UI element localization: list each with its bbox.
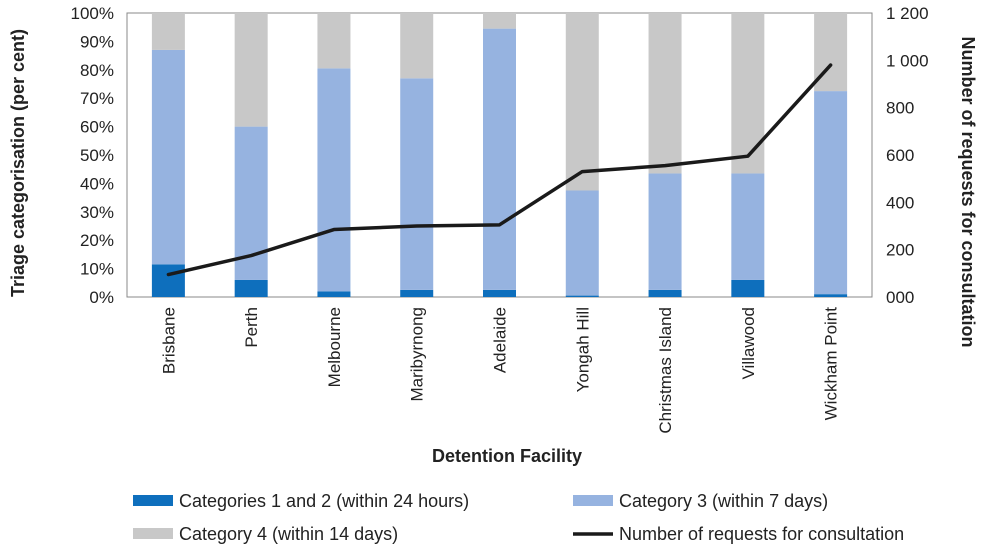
bar-maribyrnong-segment-1	[400, 289, 434, 297]
y-tick-label: 80%	[80, 61, 114, 80]
bar-adelaide-segment-2	[483, 28, 516, 290]
category-labels: Brisbane Perth Melbourne Maribyrnong Adelaid…	[159, 307, 840, 434]
category-label-perth: Perth	[242, 307, 261, 348]
y2-tick-label: 800	[886, 99, 914, 118]
category-label-christmas-island: Christmas Island	[656, 307, 675, 434]
bar-adelaide-segment-1	[483, 289, 516, 297]
bar-maribyrnong-segment-2	[400, 78, 434, 290]
bar-villawood-segment-1	[731, 279, 765, 297]
category-label-wickham-point: Wickham Point	[822, 307, 841, 421]
y-axis-title: Triage categorisation (per cent)	[8, 29, 28, 297]
y-tick-label: 10%	[80, 260, 114, 279]
bar-melbourne-segment-2	[317, 68, 351, 292]
bar-wickham-point-segment-1	[814, 294, 848, 297]
y-tick-label: 90%	[80, 32, 114, 51]
y2-tick-label: 1 000	[886, 51, 929, 70]
category-label-brisbane: Brisbane	[159, 307, 178, 374]
y-tick-label: 30%	[80, 203, 114, 222]
bar-yongah-hill-segment-3	[565, 13, 599, 191]
legend-label-category-4: Category 4 (within 14 days)	[179, 524, 398, 544]
bar-wickham-point-segment-2	[814, 91, 848, 295]
line-layer	[166, 63, 833, 277]
legend-label-category-3: Category 3 (within 7 days)	[619, 491, 828, 511]
legend-label-categories-1-2: Categories 1 and 2 (within 24 hours)	[179, 491, 469, 511]
bar-brisbane-segment-1	[151, 264, 185, 297]
category-label-maribyrnong: Maribyrnong	[408, 307, 427, 402]
category-label-adelaide: Adelaide	[491, 307, 510, 373]
bar-yongah-hill-segment-2	[565, 190, 599, 296]
bar-brisbane-segment-3	[151, 13, 185, 50]
y2-axis-title: Number of requests for consultation	[958, 36, 978, 347]
bar-maribyrnong-segment-3	[400, 13, 434, 79]
y-tick-label: 70%	[80, 89, 114, 108]
bar-christmas-island-segment-1	[648, 289, 682, 297]
y2-tick-label: 600	[886, 146, 914, 165]
category-label-yongah-hill: Yongah Hill	[573, 307, 592, 392]
y-tick-label: 50%	[80, 146, 114, 165]
bar-villawood-segment-3	[731, 13, 765, 174]
legend-swatch-category-3	[573, 495, 613, 506]
left-axis-ticks: 0% 10% 20% 30% 40% 50% 60% 70% 80% 90% 100%	[71, 4, 114, 307]
y2-tick-label: 200	[886, 241, 914, 260]
bar-adelaide-segment-3	[483, 13, 516, 29]
bar-perth-segment-3	[234, 13, 268, 127]
y-tick-label: 60%	[80, 118, 114, 137]
legend: Categories 1 and 2 (within 24 hours) Cat…	[133, 491, 904, 544]
bar-christmas-island-segment-2	[648, 173, 682, 290]
bar-melbourne-segment-3	[317, 13, 351, 69]
bar-brisbane-segment-2	[151, 49, 185, 265]
bar-melbourne-segment-1	[317, 291, 351, 297]
y2-tick-label: 400	[886, 193, 914, 212]
category-label-villawood: Villawood	[739, 307, 758, 379]
bar-villawood-segment-2	[731, 173, 765, 280]
bar-perth-segment-1	[234, 279, 268, 297]
y-tick-label: 0%	[89, 288, 114, 307]
bar-christmas-island-segment-3	[648, 13, 682, 174]
y2-tick-label: 000	[886, 288, 914, 307]
y-tick-label: 100%	[71, 4, 114, 23]
category-label-melbourne: Melbourne	[325, 307, 344, 387]
legend-swatch-category-4	[133, 528, 173, 539]
y2-tick-label: 1 200	[886, 4, 929, 23]
x-axis-title: Detention Facility	[432, 446, 582, 466]
y-tick-label: 20%	[80, 231, 114, 250]
right-axis-ticks: 000 200 400 600 800 1 000 1 200	[886, 4, 929, 307]
bar-yongah-hill-segment-1	[565, 295, 599, 297]
legend-label-requests: Number of requests for consultation	[619, 524, 904, 544]
legend-swatch-categories-1-2	[133, 495, 173, 506]
y-tick-label: 40%	[80, 174, 114, 193]
